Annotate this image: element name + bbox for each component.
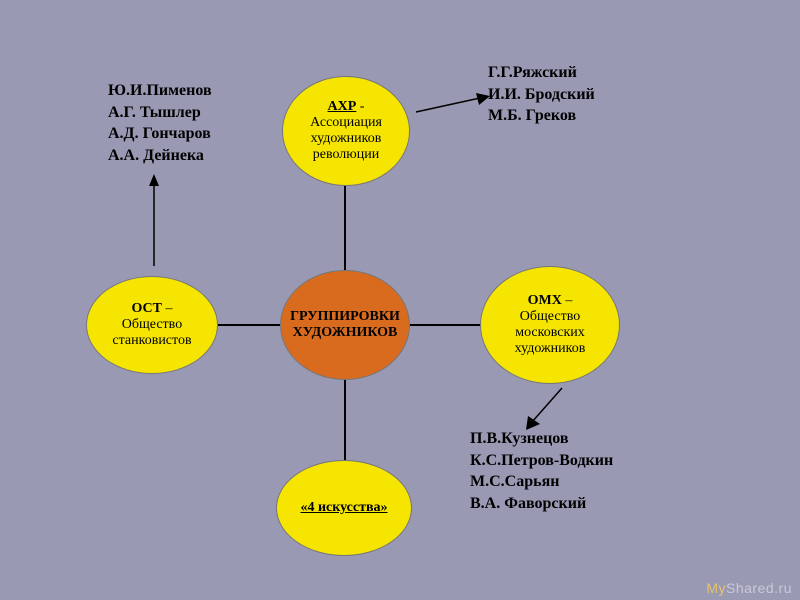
arrow-top-right [414,90,494,118]
watermark: MyShared.ru [706,580,792,596]
connector-bottom [344,378,346,462]
node-right-body3: художников [515,341,586,356]
center-node: ГРУППИРОВКИ ХУДОЖНИКОВ [280,270,410,380]
connector-left [216,324,282,326]
watermark-rest: Shared.ru [726,580,792,596]
label-top-left: Ю.И.Пименов А.Г. Тышлер А.Д. Гончаров А.… [108,80,212,166]
node-top-body2: художников [311,131,382,146]
node-bottom: «4 искусства» [276,460,412,556]
diagram-canvas: ГРУППИРОВКИ ХУДОЖНИКОВ АХР - Ассоциация … [0,0,800,600]
node-bottom-title: «4 искусства» [300,500,387,515]
node-right-body2: московских [515,325,585,340]
connector-top [344,184,346,272]
node-right: ОМХ – Общество московских художников [480,266,620,384]
node-left-suffix: – [162,301,173,316]
node-top-title: АХР [328,99,357,114]
watermark-prefix: My [706,580,726,596]
arrow-right-down [520,384,570,434]
node-right-body1: Общество [520,309,580,324]
node-right-suffix: – [562,293,573,308]
center-line2: ХУДОЖНИКОВ [293,325,398,340]
node-left: ОСТ – Общество станковистов [86,276,218,374]
connector-right [408,324,482,326]
label-bottom-right: П.В.Кузнецов К.С.Петров-Водкин М.С.Сарья… [470,428,613,514]
node-top-body1: Ассоциация [310,115,382,130]
label-top-right: Г.Г.Ряжский И.И. Бродский М.Б. Греков [488,62,595,127]
node-top-suffix: - [356,99,364,114]
arrow-left-up [144,174,164,270]
node-left-body2: станковистов [112,333,191,348]
node-right-title: ОМХ [528,293,562,308]
node-top-body3: революции [313,147,379,162]
center-line1: ГРУППИРОВКИ [290,309,400,324]
node-left-body1: Общество [122,317,182,332]
node-top: АХР - Ассоциация художников революции [282,76,410,186]
node-left-title: ОСТ [131,301,162,316]
